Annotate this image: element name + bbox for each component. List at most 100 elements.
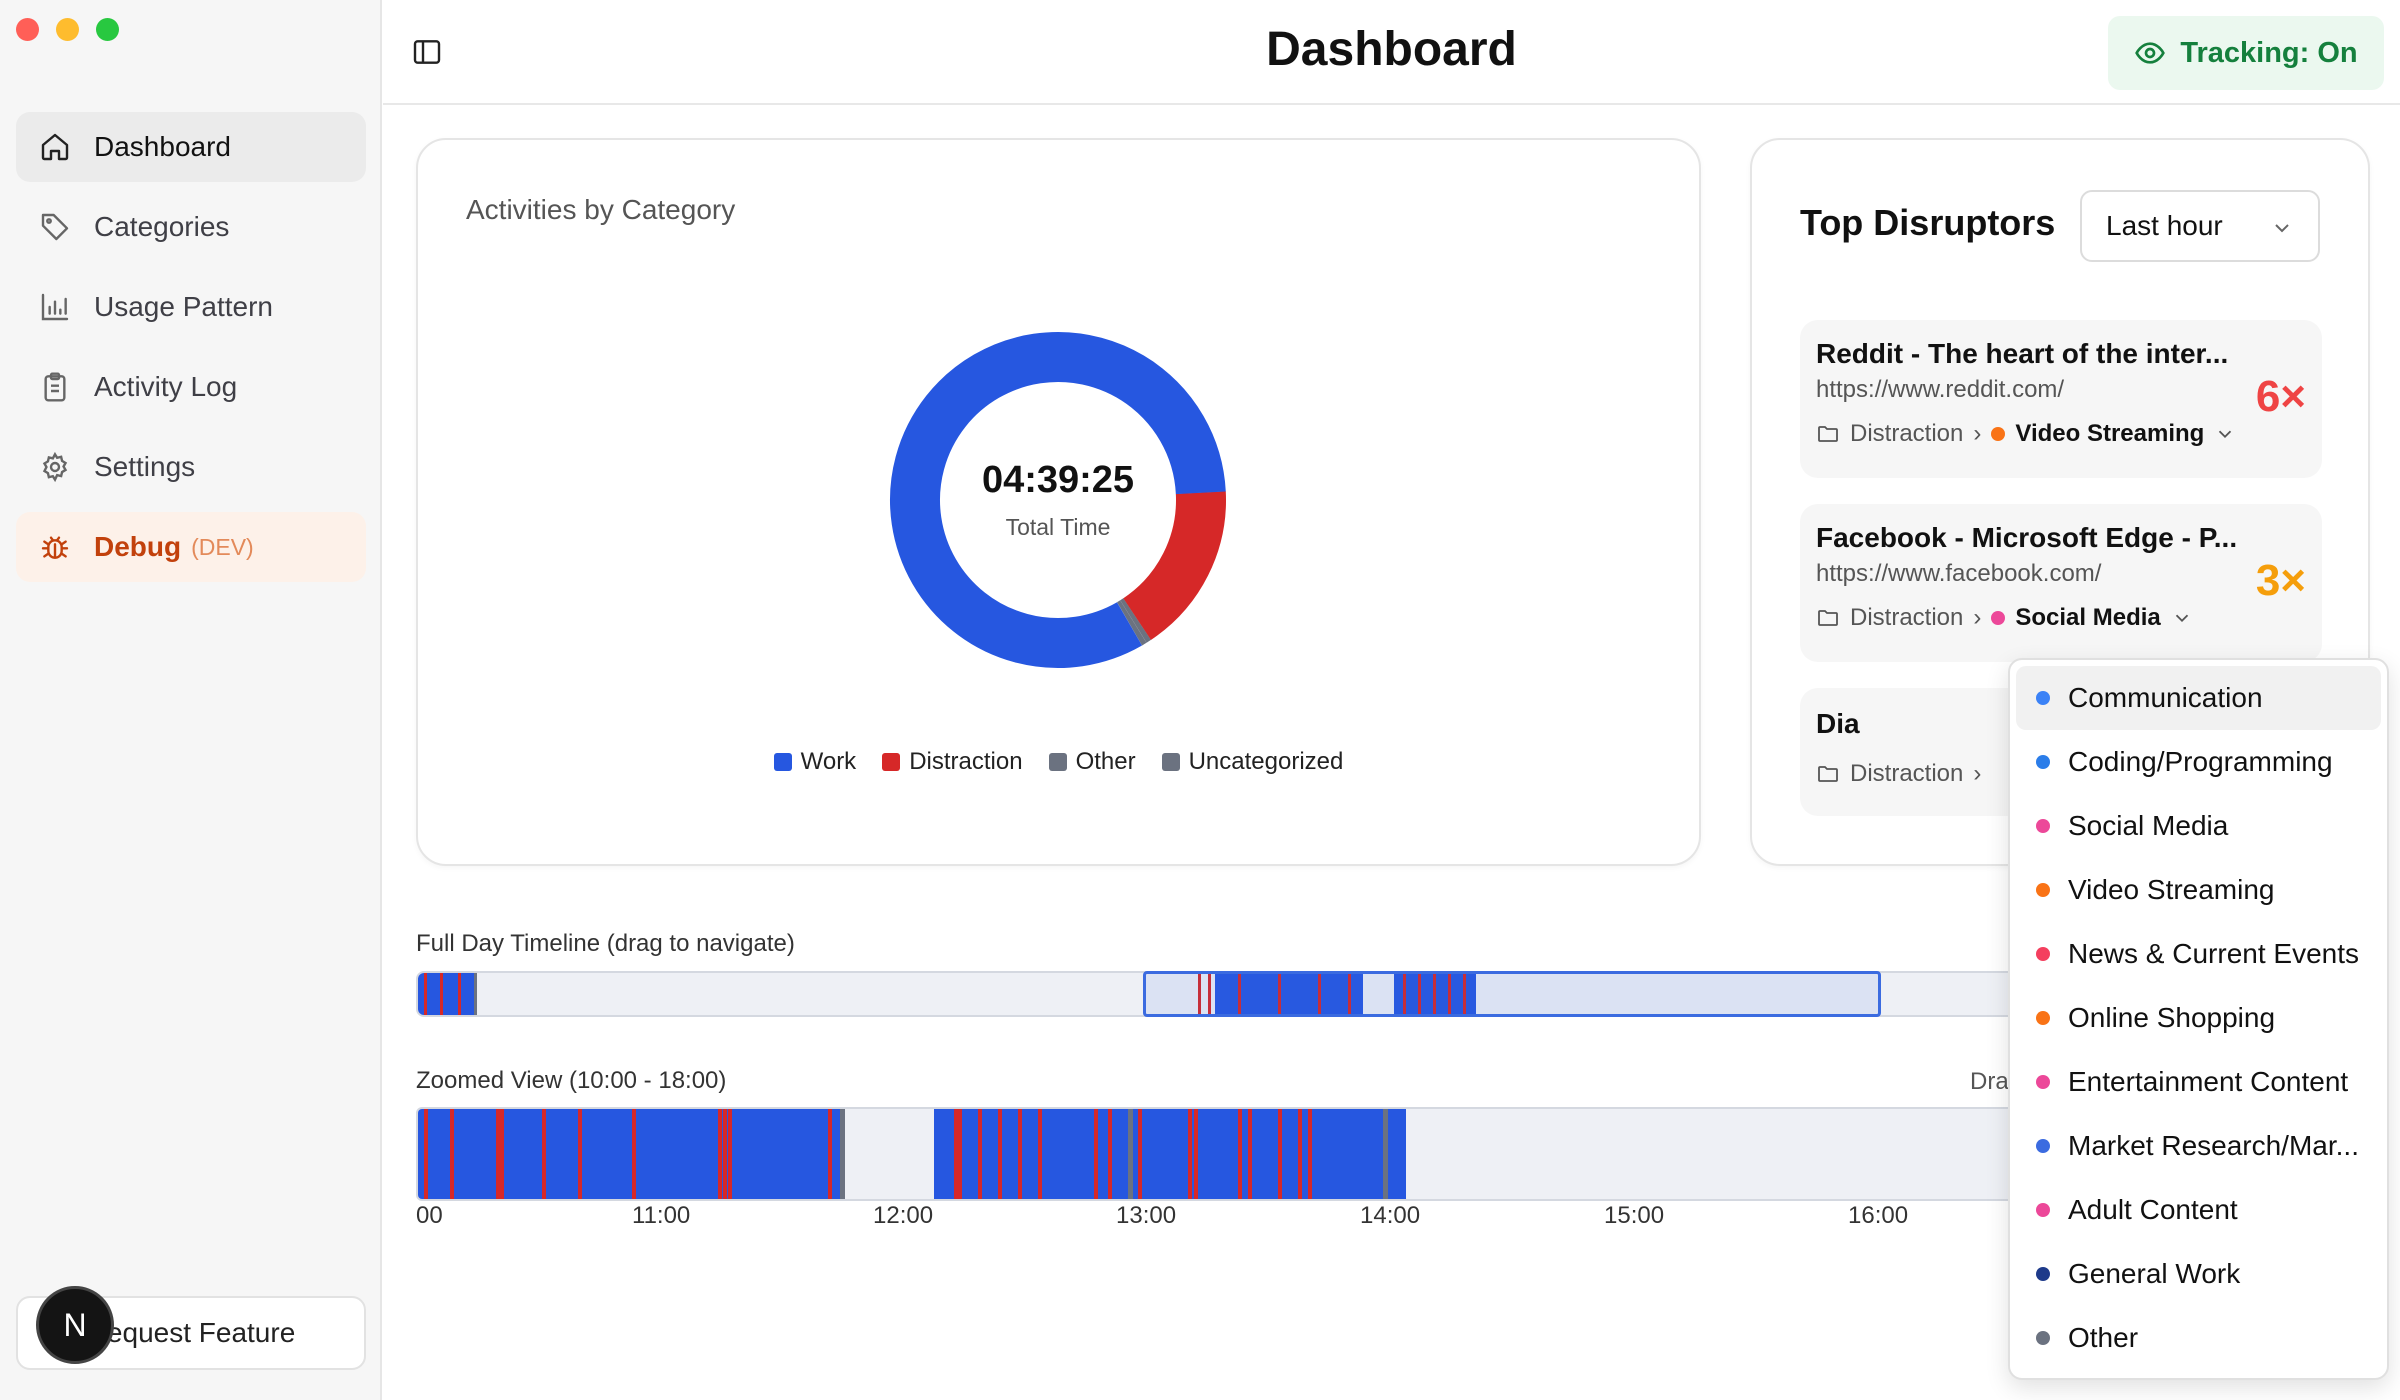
timeline-segment — [1308, 1109, 1312, 1199]
timeline-segment — [418, 1109, 842, 1199]
dropdown-option-social-media[interactable]: Social Media — [2016, 794, 2381, 858]
category-label: Distraction — [1850, 604, 1964, 631]
timeline-segment — [1194, 1109, 1198, 1199]
timeline-segment — [1298, 1109, 1302, 1199]
option-label: Online Shopping — [2068, 1002, 2276, 1033]
legend-label: Uncategorized — [1188, 748, 1344, 775]
chevron-right-icon: › — [1973, 604, 1982, 631]
timeline-tick: 15:00 — [1604, 1202, 1665, 1229]
sidebar-item-activity-log[interactable]: Activity Log — [16, 352, 366, 422]
timeline-segment — [542, 1109, 546, 1199]
timeline-segment — [1448, 973, 1451, 1015]
legend-label: Work — [800, 748, 857, 775]
time-range-select[interactable]: Last hour — [2080, 190, 2320, 262]
timeline-segment — [418, 973, 476, 1015]
dropdown-option-entertainment[interactable]: Entertainment Content — [2016, 1050, 2381, 1114]
legend-item-work[interactable]: Work — [773, 748, 857, 776]
dropdown-option-market-research[interactable]: Market Research/Mar... — [2016, 1114, 2381, 1178]
option-label: Video Streaming — [2068, 874, 2275, 905]
dropdown-option-general-work[interactable]: General Work — [2016, 1242, 2381, 1306]
legend-label: Distraction — [909, 748, 1023, 775]
dropdown-option-video-streaming[interactable]: Video Streaming — [2016, 858, 2381, 922]
eye-icon — [2135, 42, 2166, 64]
tracking-toggle[interactable]: Tracking: On — [2108, 16, 2384, 90]
total-time: 04:39:25 — [981, 459, 1135, 501]
timeline-tick: 12:00 — [873, 1202, 934, 1229]
chevron-down-icon[interactable] — [2214, 423, 2236, 445]
sidebar-item-usage-pattern[interactable]: Usage Pattern — [16, 272, 366, 342]
option-dot — [2036, 819, 2050, 833]
timeline-segment — [1018, 1109, 1022, 1199]
option-label: Adult Content — [2068, 1194, 2238, 1225]
timeline-segment — [1278, 1109, 1282, 1199]
legend-swatch — [1161, 753, 1180, 771]
timeline-segment — [450, 1109, 454, 1199]
timeline-segment — [1238, 1109, 1242, 1199]
timeline-segment — [578, 1109, 582, 1199]
timeline-segment — [1433, 973, 1436, 1015]
legend-item-other[interactable]: Other — [1048, 748, 1136, 776]
sidebar-nav: Dashboard Categories Usage Pattern Activ… — [16, 112, 366, 592]
timeline-segment — [1208, 973, 1211, 1015]
close-window-button[interactable] — [16, 18, 39, 41]
legend-item-distraction[interactable]: Distraction — [882, 748, 1023, 776]
timeline-segment — [958, 1109, 962, 1199]
timeline-segment — [1094, 1109, 1098, 1199]
timeline-tick: 00 — [416, 1202, 443, 1229]
disruptor-item-facebook[interactable]: Facebook - Microsoft Edge - P... https:/… — [1800, 504, 2322, 662]
timeline-segment — [1198, 973, 1201, 1015]
sidebar: Dashboard Categories Usage Pattern Activ… — [0, 0, 382, 1400]
subcategory-dot — [1991, 611, 2006, 625]
legend-label: Other — [1075, 748, 1136, 775]
timeline-segment — [1238, 973, 1241, 1015]
legend-item-uncategorized[interactable]: Uncategorized — [1161, 748, 1344, 776]
dropdown-option-communication[interactable]: Communication — [2016, 666, 2381, 730]
dropdown-option-online-shopping[interactable]: Online Shopping — [2016, 986, 2381, 1050]
option-label: Entertainment Content — [2068, 1066, 2349, 1097]
dropdown-option-coding[interactable]: Coding/Programming — [2016, 730, 2381, 794]
full-day-timeline[interactable] — [416, 971, 2016, 1017]
timeline-segment — [500, 1109, 504, 1199]
sidebar-item-settings[interactable]: Settings — [16, 432, 366, 502]
disruptor-category: Distraction › — [1816, 760, 1981, 788]
timeline-segment — [1248, 1109, 1252, 1199]
timeline-segment — [440, 973, 443, 1015]
sidebar-item-dashboard[interactable]: Dashboard — [16, 112, 366, 182]
avatar[interactable]: N — [36, 1286, 114, 1364]
timeline-segment — [1418, 973, 1421, 1015]
sidebar-item-debug[interactable]: Debug (DEV) — [16, 512, 366, 582]
sidebar-item-label: Settings — [94, 451, 196, 482]
minimize-window-button[interactable] — [56, 18, 79, 41]
legend-swatch — [882, 753, 901, 771]
chevron-down-icon[interactable] — [2171, 607, 2193, 629]
maximize-window-button[interactable] — [96, 18, 119, 41]
request-feature-label: Request Feature — [86, 1317, 296, 1348]
chevron-down-icon — [2275, 224, 2289, 233]
folder-icon — [1818, 610, 1838, 626]
sidebar-item-label: Usage Pattern — [94, 291, 273, 322]
option-dot — [2036, 947, 2050, 961]
timeline-selection-window[interactable] — [1143, 971, 1881, 1017]
option-dot — [2036, 1139, 2050, 1153]
timeline-segment — [934, 1109, 1406, 1199]
subcategory-label: Video Streaming — [2015, 420, 2205, 447]
total-time-label: Total Time — [1005, 514, 1111, 540]
dropdown-option-news[interactable]: News & Current Events — [2016, 922, 2381, 986]
category-label: Distraction — [1850, 420, 1964, 447]
timeline-segment — [998, 1109, 1002, 1199]
subcategory-dot — [1991, 427, 2006, 441]
timeline-segment — [828, 1109, 832, 1199]
page-title: Dashboard — [1266, 23, 1517, 76]
zoomed-timeline[interactable] — [416, 1107, 2016, 1201]
dropdown-option-other[interactable]: Other — [2016, 1306, 2381, 1370]
disruptor-title: Facebook - Microsoft Edge - P... — [1816, 522, 2238, 553]
option-dot — [2036, 1203, 2050, 1217]
timeline-segment — [474, 973, 477, 1015]
disruptor-item-reddit[interactable]: Reddit - The heart of the inter... https… — [1800, 320, 2322, 478]
sidebar-toggle-icon[interactable] — [411, 36, 443, 68]
dropdown-option-adult-content[interactable]: Adult Content — [2016, 1178, 2381, 1242]
sidebar-item-categories[interactable]: Categories — [16, 192, 366, 262]
timeline-segment — [424, 973, 427, 1015]
sidebar-item-label: Activity Log — [94, 371, 238, 402]
option-label: Communication — [2068, 682, 2263, 713]
